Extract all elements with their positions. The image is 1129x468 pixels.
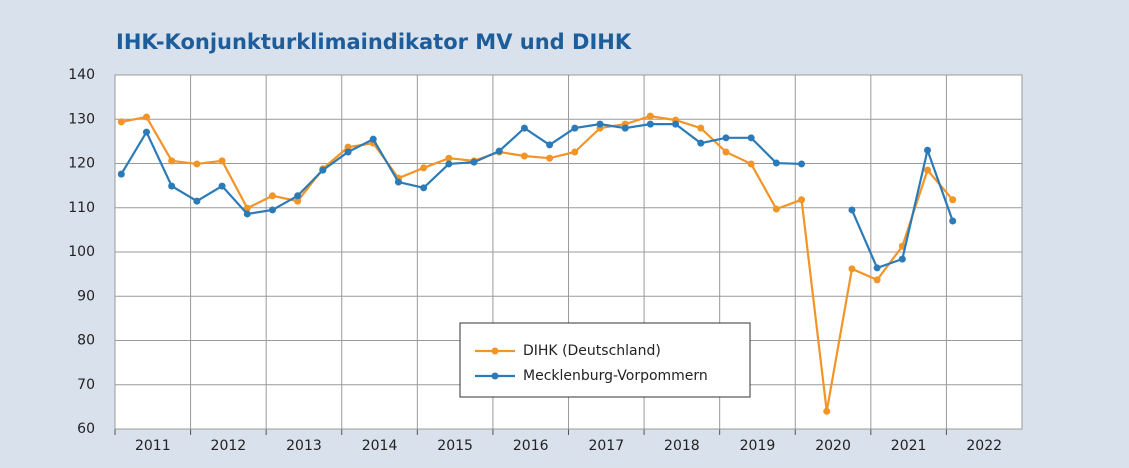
data-point — [142, 113, 150, 121]
x-tick-label: 2018 — [664, 438, 700, 454]
data-point — [873, 264, 881, 272]
data-point — [949, 217, 957, 225]
data-point — [319, 166, 327, 174]
data-point — [445, 154, 453, 162]
data-point — [823, 407, 831, 415]
y-tick-label: 90 — [77, 288, 95, 304]
y-tick-label: 60 — [77, 421, 95, 437]
x-tick-label: 2021 — [891, 438, 927, 454]
legend-swatch-dot — [491, 372, 499, 380]
data-point — [646, 112, 654, 120]
data-point — [445, 160, 453, 168]
data-point — [142, 128, 150, 136]
data-point — [672, 120, 680, 128]
data-point — [798, 196, 806, 204]
data-point — [520, 124, 528, 132]
data-point — [243, 210, 251, 218]
x-tick-label: 2017 — [588, 438, 624, 454]
data-point — [168, 182, 176, 190]
data-point — [394, 178, 402, 186]
data-point — [193, 197, 201, 205]
x-tick-label: 2014 — [362, 438, 398, 454]
data-point — [621, 124, 629, 132]
data-point — [268, 206, 276, 214]
data-point — [117, 170, 125, 178]
data-point — [344, 148, 352, 156]
chart-title: IHK-Konjunkturklimaindikator MV und DIHK — [116, 30, 632, 54]
data-point — [949, 196, 957, 204]
x-tick-label: 2022 — [966, 438, 1002, 454]
data-point — [117, 118, 125, 126]
x-tick-label: 2012 — [211, 438, 247, 454]
data-point — [420, 164, 428, 172]
data-point — [772, 159, 780, 167]
y-tick-label: 140 — [68, 67, 95, 83]
data-point — [848, 265, 856, 273]
legend-swatch-dot — [491, 347, 499, 355]
data-point — [848, 206, 856, 214]
data-point — [218, 157, 226, 165]
x-tick-label: 2011 — [135, 438, 171, 454]
data-point — [243, 204, 251, 212]
data-point — [596, 120, 604, 128]
data-point — [344, 143, 352, 151]
data-point — [470, 158, 478, 166]
data-point — [747, 160, 755, 168]
legend-label: DIHK (Deutschland) — [523, 343, 661, 359]
data-point — [520, 152, 528, 160]
data-point — [546, 141, 554, 149]
data-point — [571, 124, 579, 132]
data-point — [571, 148, 579, 156]
y-tick-label: 130 — [68, 111, 95, 127]
series-line — [121, 115, 954, 412]
y-tick-label: 70 — [77, 377, 95, 393]
data-point — [697, 124, 705, 132]
data-point — [168, 157, 176, 165]
x-tick-label: 2016 — [513, 438, 549, 454]
legend-box — [459, 322, 751, 398]
y-tick-label: 100 — [68, 244, 95, 260]
data-point — [369, 135, 377, 143]
data-point — [873, 276, 881, 284]
data-point — [268, 192, 276, 200]
data-point — [722, 134, 730, 142]
data-point — [218, 182, 226, 190]
legend-label: Mecklenburg-Vorpommern — [523, 368, 708, 384]
data-point — [646, 120, 654, 128]
data-point — [193, 160, 201, 168]
x-tick-label: 2019 — [740, 438, 776, 454]
data-point — [747, 134, 755, 142]
y-tick-label: 80 — [77, 333, 95, 349]
data-point — [697, 139, 705, 147]
data-point — [798, 160, 806, 168]
data-point — [420, 184, 428, 192]
data-point — [722, 148, 730, 156]
plot-border — [114, 74, 1023, 430]
y-tick-label: 110 — [68, 200, 95, 216]
data-point — [898, 255, 906, 263]
data-point — [546, 154, 554, 162]
data-point — [924, 166, 932, 174]
y-tick-label: 120 — [68, 156, 95, 172]
x-tick-label: 2015 — [437, 438, 473, 454]
data-point — [772, 205, 780, 213]
data-point — [294, 197, 302, 205]
data-point — [294, 192, 302, 200]
data-point — [924, 146, 932, 154]
x-tick-label: 2013 — [286, 438, 322, 454]
x-tick-label: 2020 — [815, 438, 851, 454]
data-point — [495, 147, 503, 155]
